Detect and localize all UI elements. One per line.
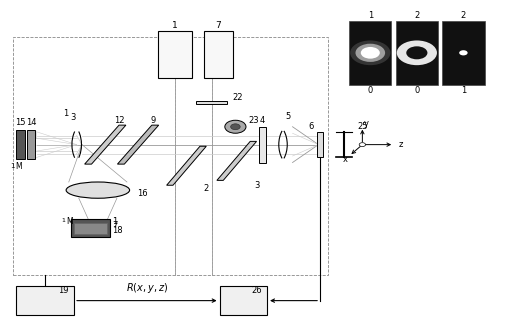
Circle shape	[225, 120, 246, 133]
Bar	[16, 286, 74, 315]
Circle shape	[355, 44, 385, 62]
Text: 23: 23	[249, 116, 259, 125]
Polygon shape	[117, 125, 159, 164]
Bar	[204, 31, 233, 78]
Text: 2: 2	[414, 11, 419, 20]
Bar	[220, 286, 267, 315]
Circle shape	[361, 47, 380, 59]
Circle shape	[359, 143, 366, 147]
Text: 1: 1	[61, 218, 65, 223]
Text: 1: 1	[461, 86, 466, 95]
Text: z: z	[398, 140, 403, 149]
Text: x: x	[343, 155, 348, 164]
Text: 3: 3	[254, 181, 259, 190]
Text: 16: 16	[138, 189, 148, 198]
Bar	[442, 21, 485, 84]
Text: 12: 12	[114, 116, 124, 125]
Text: 0: 0	[414, 86, 419, 95]
Bar	[158, 31, 192, 78]
Text: 25: 25	[357, 122, 368, 131]
Bar	[13, 37, 328, 275]
Text: 3: 3	[70, 113, 76, 122]
Text: 7: 7	[215, 20, 221, 30]
Circle shape	[406, 46, 427, 59]
Text: 18: 18	[112, 226, 123, 235]
Bar	[16, 130, 25, 159]
Text: 1: 1	[112, 216, 117, 226]
Text: 9: 9	[151, 116, 156, 125]
Text: M: M	[15, 162, 22, 171]
Circle shape	[459, 50, 468, 56]
Text: 19: 19	[58, 286, 69, 295]
Ellipse shape	[66, 182, 130, 198]
Circle shape	[397, 40, 437, 65]
Text: y: y	[364, 119, 369, 128]
Text: 2: 2	[204, 184, 209, 193]
Text: 14: 14	[26, 118, 37, 127]
Bar	[71, 219, 110, 237]
Polygon shape	[196, 101, 227, 104]
Text: 22: 22	[233, 93, 243, 102]
Text: 1: 1	[63, 109, 69, 118]
Bar	[317, 132, 323, 157]
Text: 7: 7	[112, 221, 117, 230]
Polygon shape	[217, 141, 257, 180]
Circle shape	[365, 49, 376, 56]
Bar	[396, 21, 438, 84]
Circle shape	[231, 124, 240, 130]
Bar	[74, 223, 107, 234]
Text: $R(x,y,z)$: $R(x,y,z)$	[126, 281, 168, 295]
Text: 1: 1	[172, 20, 178, 30]
Bar	[259, 127, 266, 162]
Text: 15: 15	[15, 118, 26, 127]
Polygon shape	[167, 146, 206, 185]
Text: 1: 1	[10, 163, 14, 169]
Text: 0: 0	[368, 86, 373, 95]
Circle shape	[350, 40, 390, 65]
Text: 1: 1	[368, 11, 373, 20]
Text: 2: 2	[461, 11, 466, 20]
Bar	[349, 21, 391, 84]
Text: 5: 5	[286, 112, 291, 121]
Text: 4: 4	[260, 116, 265, 125]
Text: 6: 6	[308, 122, 314, 131]
Text: M: M	[67, 217, 73, 226]
Bar	[27, 130, 35, 159]
Text: 26: 26	[251, 286, 262, 295]
Polygon shape	[85, 125, 126, 164]
